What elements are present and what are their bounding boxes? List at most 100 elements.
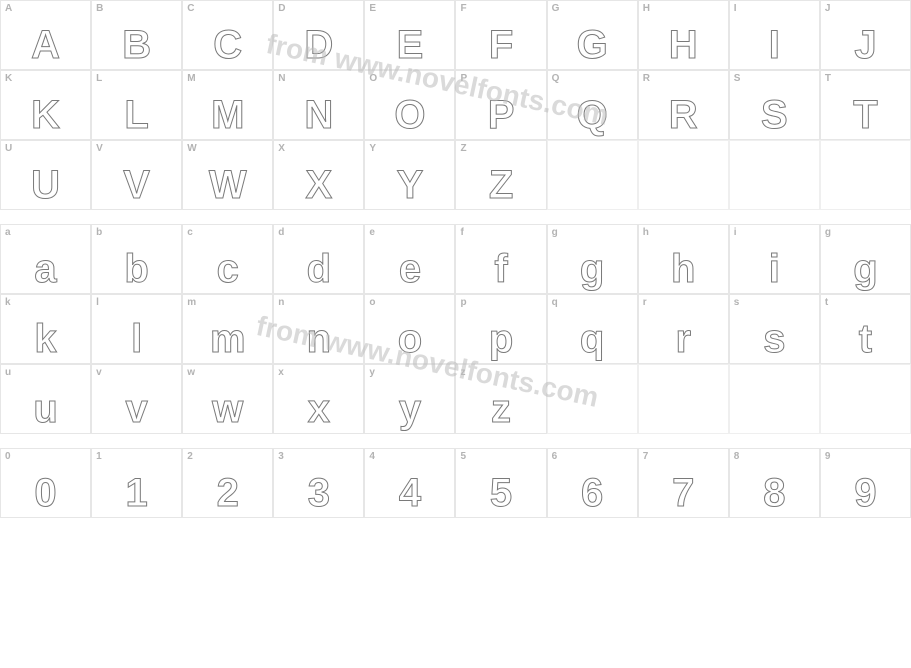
cell-key-label: q [552,297,558,308]
cell-key-label: h [643,227,649,238]
glyph-cell: dd [273,224,364,294]
cell-glyph: f [494,249,507,289]
cell-glyph: c [217,249,239,289]
glyph-cell: XX [273,140,364,210]
cell-glyph: Y [397,165,424,205]
cell-key-label: B [96,3,103,14]
glyph-cell: ii [729,224,820,294]
glyph-cell: gg [820,224,911,294]
cell-key-label: N [278,73,285,84]
cell-glyph: 9 [854,473,876,513]
glyph-cell: JJ [820,0,911,70]
glyph-cell: HH [638,0,729,70]
glyph-cell: 22 [182,448,273,518]
cell-glyph: T [853,95,877,135]
cell-key-label: w [187,367,195,378]
cell-glyph: C [213,25,242,65]
cell-key-label: 9 [825,451,831,462]
glyph-cell: 99 [820,448,911,518]
cell-key-label: G [552,3,560,14]
cell-glyph: A [31,25,60,65]
cell-glyph: d [307,249,331,289]
cell-glyph: l [131,319,142,359]
cell-glyph: s [763,319,785,359]
glyph-cell [638,140,729,210]
glyph-cell: ZZ [455,140,546,210]
glyph-cell: FF [455,0,546,70]
cell-key-label: r [643,297,647,308]
cell-glyph: X [306,165,333,205]
cell-key-label: b [96,227,102,238]
glyph-cell: 88 [729,448,820,518]
glyph-cell: RR [638,70,729,140]
cell-glyph: Q [577,95,608,135]
cell-key-label: C [187,3,194,14]
glyph-cell: UU [0,140,91,210]
cell-key-label: K [5,73,12,84]
cell-key-label: P [460,73,467,84]
cell-glyph: q [580,319,604,359]
cell-key-label: Y [369,143,376,154]
glyph-cell: rr [638,294,729,364]
glyph-cell: zz [455,364,546,434]
glyph-cell: EE [364,0,455,70]
cell-key-label: W [187,143,196,154]
cell-key-label: 7 [643,451,649,462]
cell-key-label: M [187,73,195,84]
cell-key-label: f [460,227,463,238]
glyph-section-uppercase: AABBCCDDEEFFGGHHIIJJKKLLMMNNOOPPQQRRSSTT… [0,0,911,210]
glyph-cell [638,364,729,434]
glyph-cell: GG [547,0,638,70]
cell-key-label: z [460,367,465,378]
glyph-cell: bb [91,224,182,294]
cell-key-label: v [96,367,102,378]
section-gap [0,210,911,224]
cell-glyph: 1 [126,473,148,513]
cell-glyph: G [577,25,608,65]
cell-glyph: p [489,319,513,359]
cell-key-label: i [734,227,737,238]
glyph-cell: oo [364,294,455,364]
cell-glyph: o [398,319,422,359]
cell-key-label: x [278,367,284,378]
glyph-cell: OO [364,70,455,140]
glyph-cell: cc [182,224,273,294]
cell-glyph: 5 [490,473,512,513]
cell-key-label: m [187,297,196,308]
cell-key-label: o [369,297,375,308]
cell-key-label: t [825,297,828,308]
cell-key-label: X [278,143,285,154]
cell-glyph: t [859,319,872,359]
glyph-cell: NN [273,70,364,140]
glyph-cell: AA [0,0,91,70]
cell-glyph: r [675,319,691,359]
glyph-cell: 00 [0,448,91,518]
cell-glyph: 7 [672,473,694,513]
cell-glyph: I [769,25,780,65]
glyph-cell: II [729,0,820,70]
cell-key-label: a [5,227,11,238]
cell-glyph: H [669,25,698,65]
cell-glyph: E [397,25,424,65]
cell-key-label: I [734,3,737,14]
cell-key-label: u [5,367,11,378]
cell-key-label: F [460,3,466,14]
cell-key-label: V [96,143,103,154]
cell-glyph: z [491,389,511,429]
glyph-cell: KK [0,70,91,140]
glyph-cell: xx [273,364,364,434]
cell-key-label: k [5,297,11,308]
cell-key-label: d [278,227,284,238]
glyph-cell: nn [273,294,364,364]
cell-key-label: c [187,227,193,238]
cell-glyph: u [33,389,57,429]
glyph-cell [729,140,820,210]
cell-glyph: n [307,319,331,359]
cell-key-label: D [278,3,285,14]
cell-key-label: 3 [278,451,284,462]
cell-glyph: 2 [217,473,239,513]
cell-glyph: O [394,95,425,135]
glyph-cell [820,140,911,210]
glyph-cell: ff [455,224,546,294]
cell-glyph: k [34,319,56,359]
